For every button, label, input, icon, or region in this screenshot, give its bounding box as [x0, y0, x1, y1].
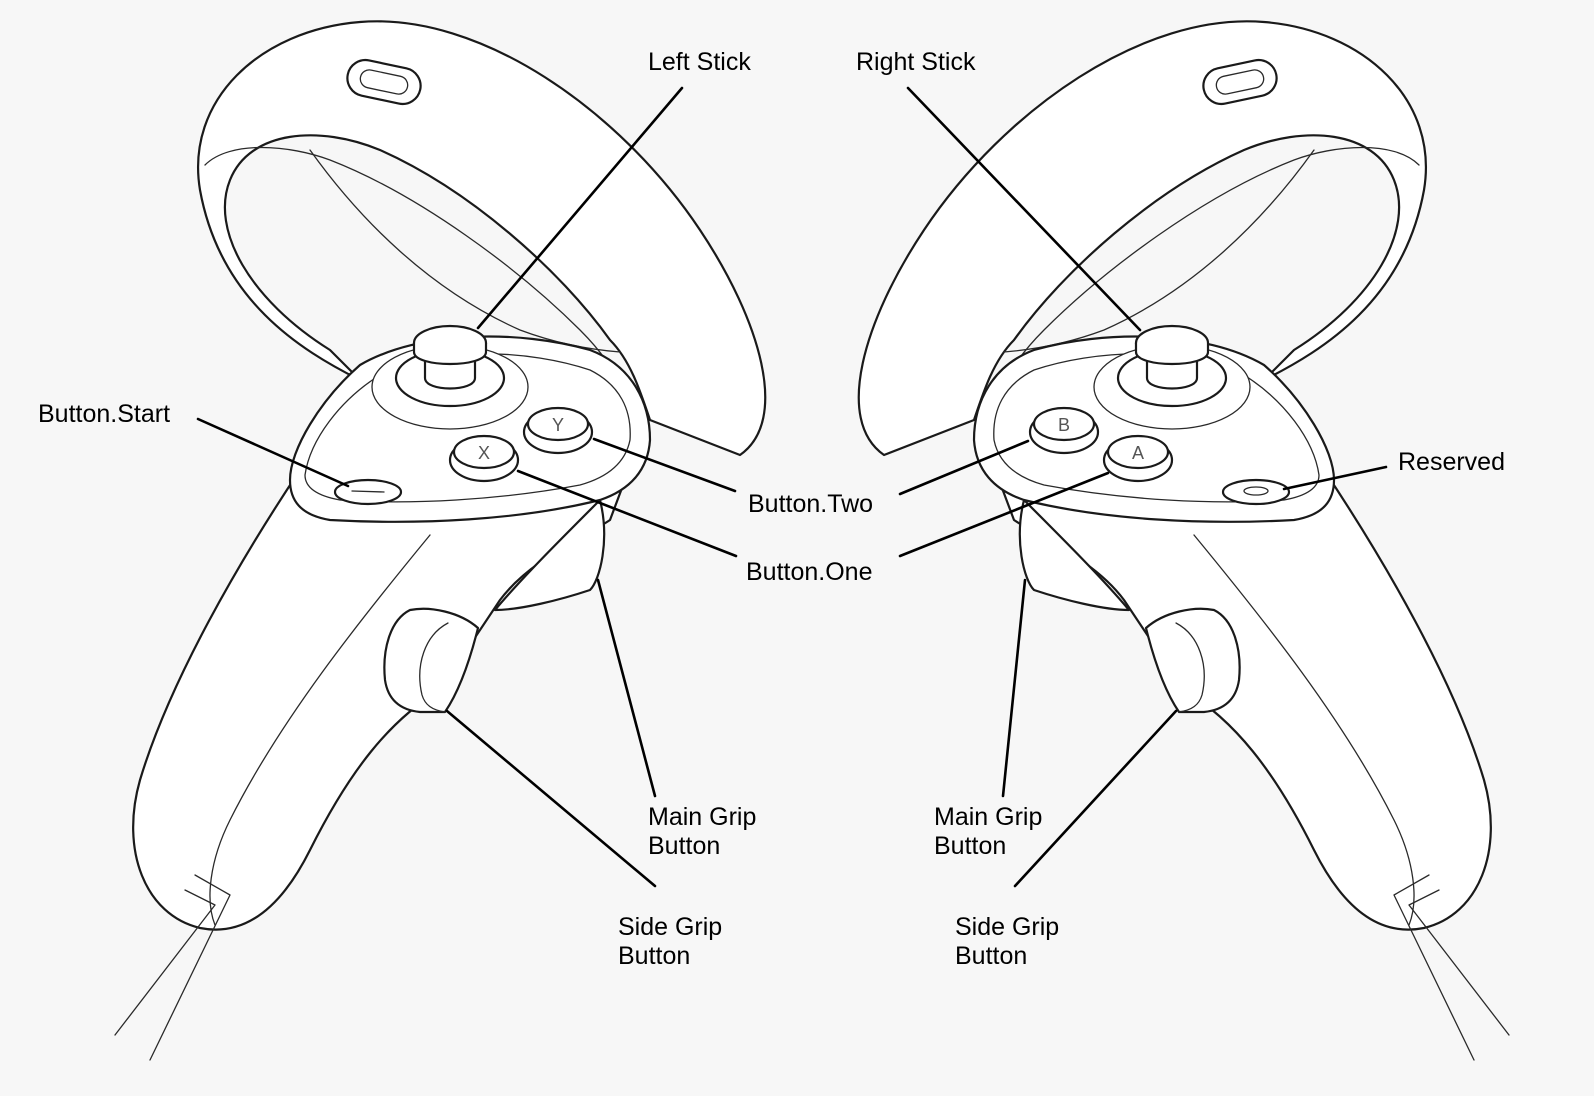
leader-right-button-two	[898, 439, 1030, 496]
label-right-side-grip-line-2: Button	[955, 942, 1028, 970]
leader-left-button-one	[516, 469, 738, 558]
leader-right-side-grip	[1013, 709, 1178, 888]
right-tracking-ring	[857, 20, 1427, 457]
label-left-main-grip-line-2: Button	[648, 832, 721, 860]
leader-right-button-one	[898, 471, 1110, 558]
leader-left-button-two	[592, 437, 737, 493]
label-left-side-grip: Side Grip Button	[618, 913, 722, 971]
leader-lines	[196, 86, 1388, 888]
label-right-side-grip-line-1: Side Grip	[955, 913, 1060, 941]
label-button-one: Button.One	[746, 558, 872, 587]
label-left-main-grip: Main Grip Button	[648, 803, 756, 861]
leader-right-main-grip	[1001, 578, 1027, 798]
left-strap	[114, 874, 231, 1061]
left-controller: Y X	[114, 20, 767, 1061]
label-left-side-grip-line-1: Side Grip	[618, 913, 723, 941]
label-button-two: Button.Two	[748, 490, 873, 519]
label-left-main-grip-line-1: Main Grip	[648, 803, 757, 831]
right-controller: B A	[857, 20, 1510, 1061]
left-tracking-ring	[197, 20, 767, 457]
right-button-two-glyph: B	[1058, 415, 1070, 435]
label-right-main-grip-line-2: Button	[934, 832, 1007, 860]
leader-right-stick	[906, 86, 1142, 332]
label-right-side-grip: Side Grip Button	[955, 913, 1059, 971]
right-ring-inner-edge	[998, 146, 1420, 396]
right-button-two-top	[1032, 406, 1096, 442]
right-button-one-glyph: A	[1132, 443, 1144, 463]
left-button-two-top	[526, 406, 590, 442]
right-button-one-top	[1106, 434, 1170, 470]
leader-left-stick	[476, 86, 684, 330]
leader-left-side-grip	[445, 709, 657, 888]
left-trigger	[493, 498, 606, 612]
label-right-stick-text: Right Stick	[856, 48, 976, 76]
left-button-two-glyph: Y	[552, 415, 564, 435]
left-start-button-mark	[351, 490, 385, 493]
label-button-start-text: Button.Start	[38, 400, 171, 428]
right-side-grip	[1144, 607, 1241, 714]
right-ring-led-inner	[1215, 69, 1265, 95]
left-button-one-glyph: X	[478, 443, 490, 463]
leader-left-main-grip	[596, 578, 657, 798]
right-handle-seam	[1193, 534, 1415, 926]
leader-reserved	[1282, 465, 1388, 491]
right-trigger	[1018, 498, 1131, 612]
left-side-grip	[383, 607, 480, 714]
right-reserved-button-mark	[1243, 486, 1269, 496]
right-strap	[1393, 874, 1510, 1061]
label-left-stick-text: Left Stick	[648, 48, 751, 76]
label-button-one-text: Button.One	[746, 558, 873, 586]
label-left-side-grip-line-2: Button	[618, 942, 691, 970]
right-stick-cap-side	[1134, 341, 1210, 366]
left-handle-seam	[209, 534, 431, 926]
label-button-start: Button.Start	[38, 400, 170, 429]
label-reserved: Reserved	[1398, 448, 1505, 477]
left-side-grip-inner	[419, 622, 449, 713]
label-right-main-grip: Main Grip Button	[934, 803, 1042, 861]
label-right-stick: Right Stick	[856, 48, 975, 77]
label-reserved-text: Reserved	[1398, 448, 1505, 476]
label-right-main-grip-line-1: Main Grip	[934, 803, 1043, 831]
left-button-one-top	[452, 434, 516, 470]
label-button-two-text: Button.Two	[748, 490, 874, 518]
left-stick-cap-side	[412, 341, 488, 366]
right-reserved-button	[1221, 478, 1291, 506]
left-ring-led-inner	[359, 69, 409, 95]
leader-button-start	[196, 417, 350, 488]
label-left-stick: Left Stick	[648, 48, 751, 77]
left-ring-inner-edge	[204, 146, 626, 396]
right-side-grip-inner	[1175, 622, 1205, 713]
